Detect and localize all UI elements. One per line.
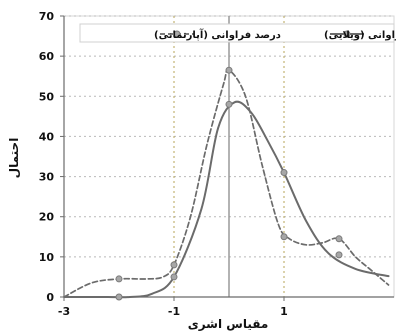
series-1-marker-1 (170, 261, 178, 269)
y-tick-label-30: 30 (39, 171, 55, 184)
y-tick-label-10: 10 (39, 251, 55, 264)
x-axis-title: مقیاس اشری (188, 317, 269, 331)
series-1-marker-3 (280, 233, 288, 241)
series-0-marker-4 (335, 251, 343, 259)
x-tick-label-minus-1: -1 (168, 305, 180, 318)
series-line-0 (63, 100, 390, 299)
series-layer (63, 66, 390, 301)
legend-label-series-0: درصد فراوانی (ویلایی) (324, 30, 396, 41)
y-tick-label-0: 0 (46, 291, 54, 304)
legend-dashed-marker (173, 30, 181, 38)
legend-solid-marker (343, 30, 351, 38)
series-0-marker-1 (170, 273, 178, 281)
y-tick-label-20: 20 (39, 211, 55, 224)
y-tick-label-70: 70 (39, 10, 55, 23)
legend-layer: درصد فراوانی (ویلایی) درصد فراوانی (آپارت… (79, 23, 396, 43)
axis-layer (60, 15, 394, 301)
label-layer: 0 10 20 30 40 50 60 70 -3 -1 1 مقیاس اشری احتمال (7, 10, 288, 331)
series-0-marker-3 (280, 169, 288, 177)
legend-label-series-1: درصد فراوانی (آپارتمانی) (154, 28, 281, 41)
series-0-marker-2 (225, 100, 233, 108)
y-tick-label-40: 40 (39, 130, 55, 143)
y-axis-title: احتمال (7, 138, 21, 179)
y-tick-label-50: 50 (39, 90, 55, 103)
x-tick-label-minus-3: -3 (58, 305, 70, 318)
y-tick-label-60: 60 (39, 50, 55, 63)
x-tick-label-1: 1 (280, 305, 288, 318)
series-1-marker-4 (335, 235, 343, 243)
grid-layer (63, 15, 395, 298)
legend-box (79, 23, 395, 43)
series-1-marker-2 (225, 66, 233, 74)
series-0-marker-0 (115, 293, 123, 301)
series-1-marker-0 (115, 275, 123, 283)
